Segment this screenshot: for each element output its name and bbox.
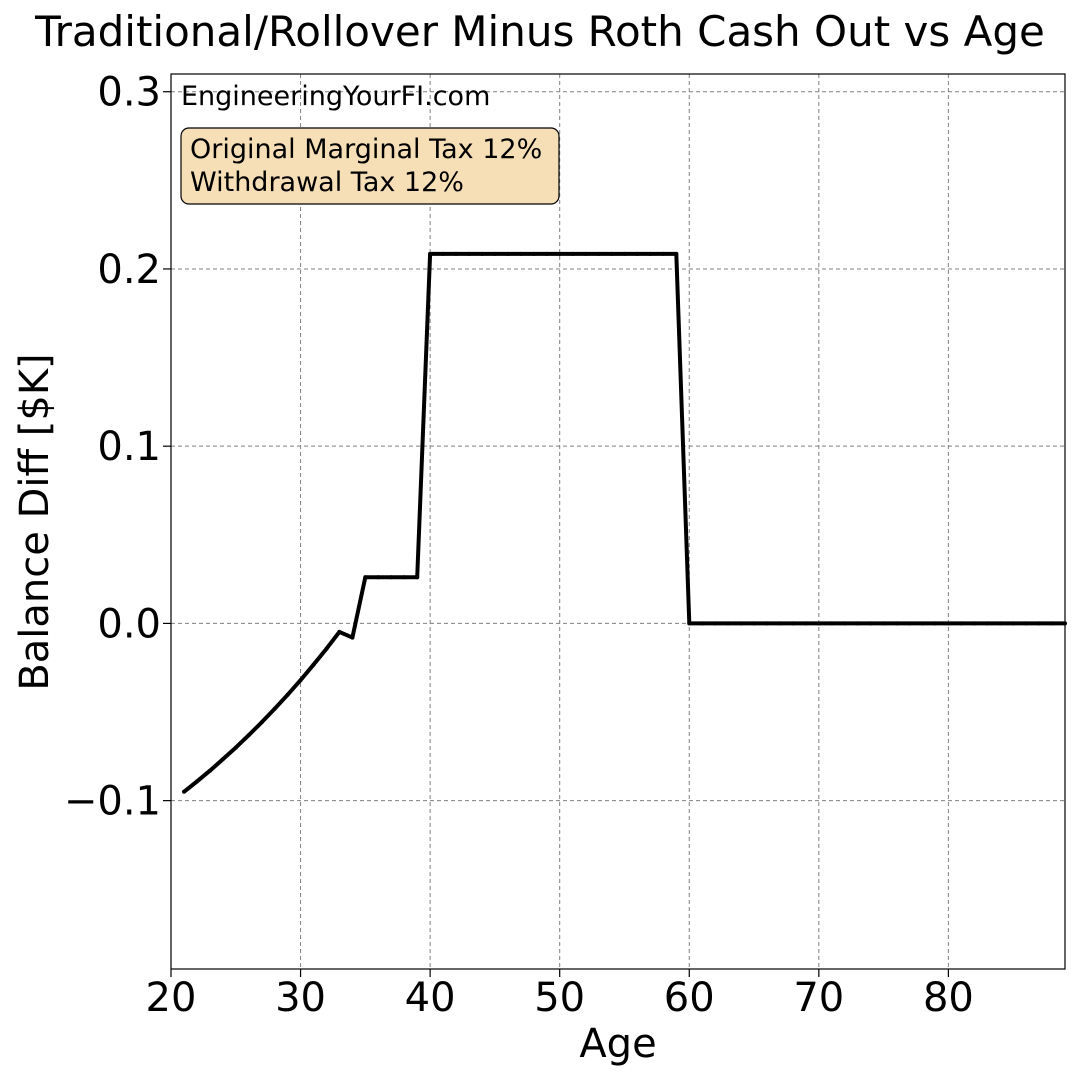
data-point <box>596 251 601 256</box>
data-point <box>726 621 731 626</box>
annotation-line-1: Original Marginal Tax 12% <box>190 134 542 165</box>
data-point <box>881 621 886 626</box>
data-point <box>246 733 251 738</box>
data-point <box>311 662 316 667</box>
data-point <box>972 621 977 626</box>
data-point <box>959 621 964 626</box>
data-point <box>739 621 744 626</box>
grid <box>171 74 1065 969</box>
x-tick-label: 60 <box>664 975 715 1021</box>
data-point <box>182 789 186 794</box>
series <box>182 251 1067 794</box>
data-point <box>389 575 394 580</box>
data-point <box>557 251 562 256</box>
data-point <box>674 251 679 256</box>
plot-frame <box>170 73 1066 970</box>
data-point <box>1024 621 1029 626</box>
data-point <box>765 621 769 626</box>
data-point <box>635 251 640 256</box>
annotation-line-2: Withdrawal Tax 12% <box>190 167 464 198</box>
chart-title: Traditional/Rollover Minus Roth Cash Out… <box>34 7 1045 56</box>
data-point <box>648 251 653 256</box>
x-tick-label: 30 <box>275 975 326 1021</box>
x-axis-label: Age <box>579 1021 656 1067</box>
data-point <box>363 575 368 580</box>
tick-labels: 20 30 40 50 60 70 80 −0.1 0.0 0.1 0.2 0.3 <box>64 70 974 1021</box>
data-point <box>790 621 795 626</box>
data-point <box>285 692 290 697</box>
data-point <box>661 251 666 256</box>
x-tick-label: 80 <box>923 975 974 1021</box>
y-tick-label: 0.0 <box>97 601 161 647</box>
data-point <box>894 621 899 626</box>
data-point <box>829 621 834 626</box>
y-tick-label: 0.2 <box>97 247 161 293</box>
data-point <box>752 621 756 626</box>
data-point <box>272 706 277 711</box>
data-point <box>428 251 433 256</box>
data-point <box>868 621 873 626</box>
data-point <box>337 629 342 634</box>
data-point <box>842 621 847 626</box>
x-tick-label: 50 <box>534 975 585 1021</box>
annotation-background <box>180 127 560 205</box>
data-point <box>376 575 381 580</box>
x-tick-label: 20 <box>146 975 197 1021</box>
data-point <box>985 621 990 626</box>
data-point <box>194 779 199 784</box>
data-point <box>700 621 705 626</box>
data-point <box>778 621 782 626</box>
data-point <box>233 745 238 750</box>
data-point <box>855 621 860 626</box>
data-point <box>298 678 303 683</box>
data-point <box>441 251 446 256</box>
data-point <box>583 251 588 256</box>
series-line <box>182 251 1065 794</box>
watermark-text: EngineeringYourFI.com <box>181 81 490 112</box>
data-point <box>803 621 808 626</box>
data-point <box>933 621 938 626</box>
data-point <box>480 251 484 256</box>
data-point <box>1037 621 1042 626</box>
data-point <box>402 575 407 580</box>
data-point <box>998 621 1003 626</box>
data-point <box>415 575 420 580</box>
y-tick-label: 0.3 <box>97 70 161 116</box>
data-point <box>220 757 225 762</box>
y-axis-label: Balance Diff [$K] <box>12 353 58 690</box>
data-point <box>920 621 925 626</box>
y-tick-label: −0.1 <box>64 779 161 825</box>
data-point <box>816 621 821 626</box>
data-point <box>324 646 329 651</box>
data-point <box>454 251 458 256</box>
data-point <box>505 251 510 256</box>
data-point <box>259 720 264 725</box>
data-point <box>907 621 912 626</box>
data-point <box>350 635 355 640</box>
data-point <box>609 251 614 256</box>
data-point <box>1050 621 1054 626</box>
data-point <box>1011 621 1016 626</box>
data-point <box>492 251 497 256</box>
data-point <box>946 621 951 626</box>
y-tick-label: 0.1 <box>97 424 161 470</box>
data-point <box>467 251 471 256</box>
data-point <box>207 768 212 773</box>
x-tick-label: 40 <box>405 975 456 1021</box>
data-point <box>622 251 627 256</box>
data-point <box>518 251 523 256</box>
data-point <box>687 621 692 626</box>
data-point <box>570 251 575 256</box>
x-tick-label: 70 <box>793 975 844 1021</box>
data-point <box>544 251 549 256</box>
data-point <box>531 251 536 256</box>
data-point <box>713 621 718 626</box>
annotation-box: Original Marginal Tax 12% Withdrawal Tax… <box>180 127 560 205</box>
